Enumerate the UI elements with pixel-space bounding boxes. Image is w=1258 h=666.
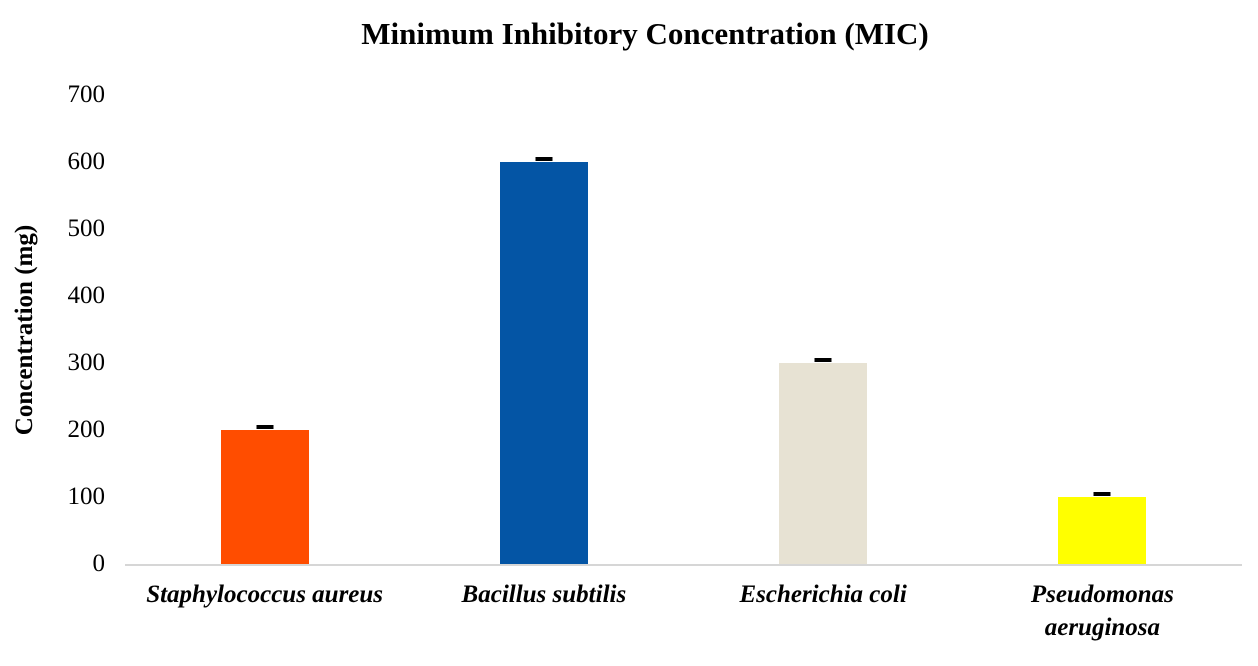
x-category-label-escherichia-coli: Escherichia coli bbox=[739, 581, 907, 608]
y-tick-label: 500 bbox=[67, 215, 106, 242]
y-axis-ticks: 0 100 200 300 400 500 600 700 bbox=[0, 81, 106, 577]
y-tick-label: 100 bbox=[67, 483, 106, 510]
y-tick-label: 600 bbox=[67, 148, 106, 175]
x-category-label-staphylococcus-aureus: Staphylococcus aureus bbox=[146, 581, 384, 608]
y-tick-label: 200 bbox=[67, 416, 106, 443]
bar-column-staphylococcus-aureus bbox=[125, 95, 404, 564]
x-label-cell: Staphylococcus aureus bbox=[125, 579, 404, 644]
error-bar-cap bbox=[535, 156, 553, 161]
bar-escherichia-coli bbox=[779, 363, 868, 564]
x-label-cell: Escherichia coli bbox=[684, 579, 963, 644]
x-category-label-bacillus-subtilis: Bacillus subtilis bbox=[461, 581, 627, 608]
x-axis-labels: Staphylococcus aureus Bacillus subtilis Es… bbox=[125, 579, 1242, 644]
chart-title: Minimum Inhibitory Concentration (MIC) bbox=[361, 16, 929, 51]
y-tick-label: 400 bbox=[67, 282, 106, 309]
bar-column-bacillus-subtilis bbox=[404, 95, 683, 564]
y-tick-label: 0 bbox=[92, 550, 106, 577]
error-bar-cap bbox=[256, 424, 274, 429]
x-label-cell: Pseudomonas aeruginosa bbox=[963, 579, 1242, 644]
error-bar-cap bbox=[1093, 491, 1111, 496]
plot-area bbox=[125, 95, 1242, 566]
x-category-label-pseudomonas-aeruginosa: Pseudomonas aeruginosa bbox=[1030, 581, 1174, 641]
bar-staphylococcus-aureus bbox=[220, 430, 309, 564]
y-tick-label: 300 bbox=[67, 349, 106, 376]
bar-column-pseudomonas-aeruginosa bbox=[963, 95, 1242, 564]
y-tick-label: 700 bbox=[67, 81, 106, 108]
bar-column-escherichia-coli bbox=[684, 95, 963, 564]
bar-bacillus-subtilis bbox=[499, 162, 588, 564]
error-bar-cap bbox=[814, 357, 832, 362]
bar-pseudomonas-aeruginosa bbox=[1058, 497, 1147, 564]
x-label-cell: Bacillus subtilis bbox=[404, 579, 683, 644]
